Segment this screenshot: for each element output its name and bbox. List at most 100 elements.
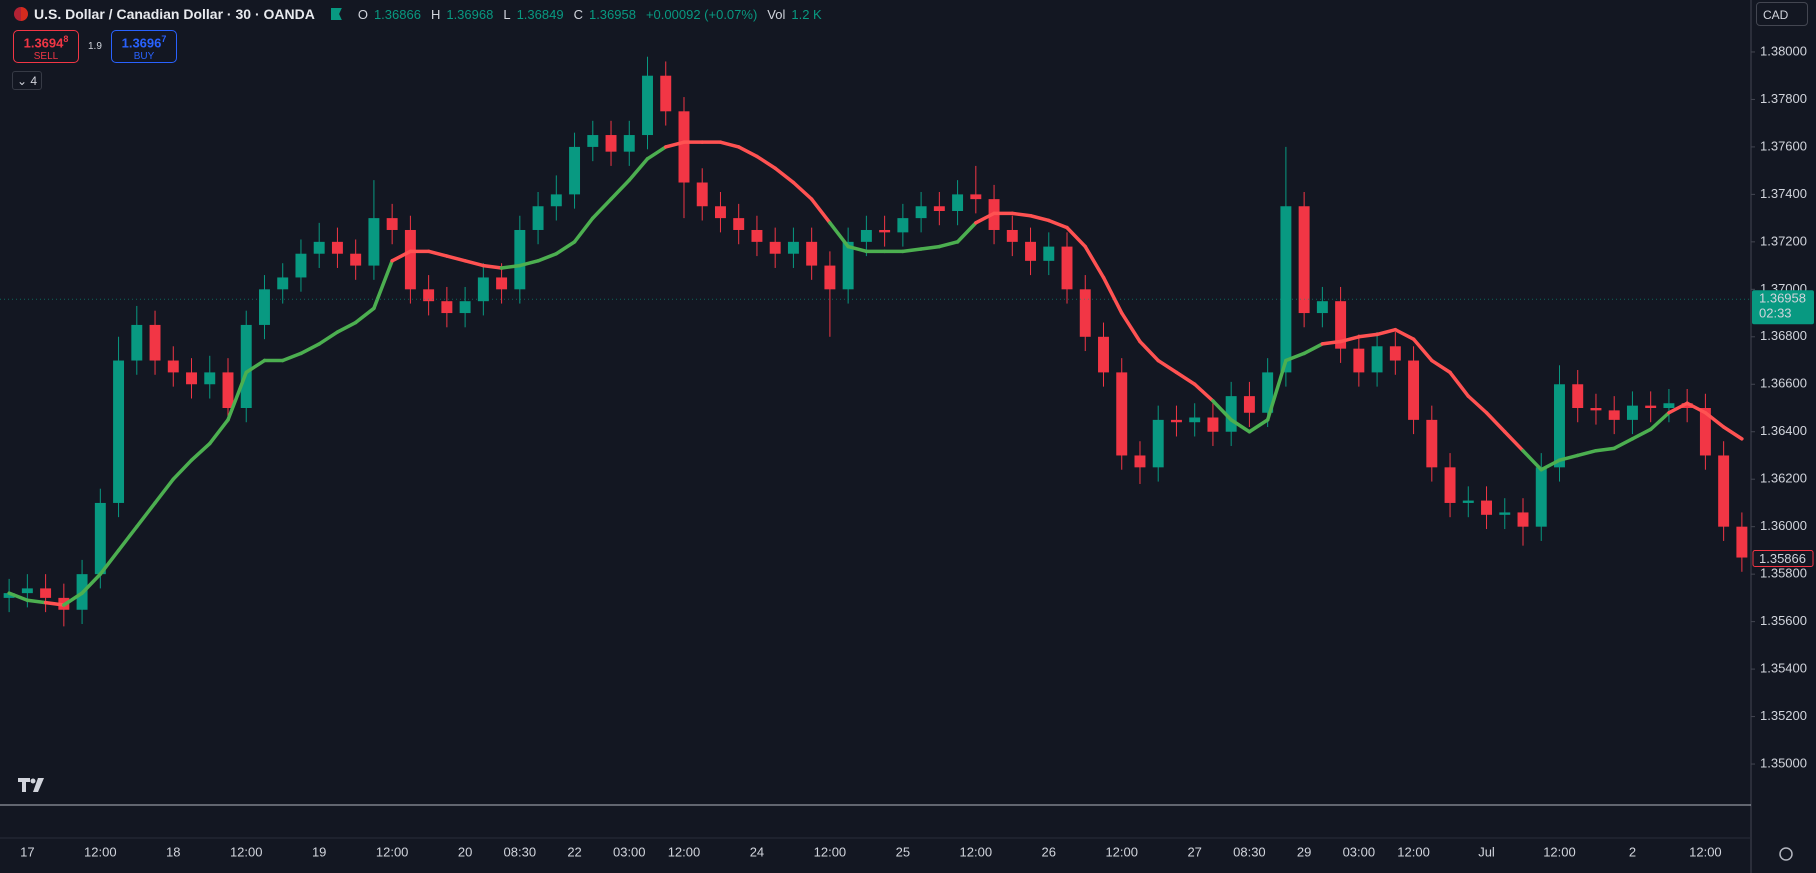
- ohlc-value: 1.36866: [373, 6, 421, 22]
- tv-logo: [18, 778, 44, 792]
- candle-body: [404, 229, 416, 290]
- candle-body: [1572, 384, 1584, 408]
- overlay-segment: [1430, 358, 1452, 375]
- overlay-segment: [755, 154, 777, 171]
- candle-body: [94, 502, 106, 575]
- buy-button[interactable]: 1.36967 BUY: [111, 30, 177, 63]
- ohlc-key: L: [503, 6, 511, 22]
- candle-body: [1061, 246, 1073, 290]
- y-tick-label: 1.36800: [1760, 328, 1807, 343]
- candle-body: [350, 253, 362, 266]
- x-tick-label: 20: [458, 844, 472, 859]
- overlay-segment: [1083, 244, 1106, 280]
- candle-body: [1499, 512, 1511, 515]
- candle-body: [1025, 241, 1037, 261]
- x-tick-label: 26: [1042, 844, 1056, 859]
- overlay-segment: [1667, 401, 1689, 415]
- overlay-segment: [1557, 453, 1580, 462]
- candle-body: [386, 218, 398, 230]
- candle-body: [131, 324, 143, 361]
- overlay-segment: [353, 306, 376, 325]
- sell-button[interactable]: 1.36948 SELL: [13, 30, 79, 63]
- candle-body: [550, 194, 562, 207]
- candle-body: [3, 593, 15, 598]
- y-tick-label: 1.37800: [1760, 91, 1807, 106]
- y-tick-label: 1.35200: [1760, 708, 1807, 723]
- overlay-segment: [736, 145, 759, 159]
- overlay-segment: [1375, 327, 1398, 337]
- candle-body: [733, 218, 745, 230]
- overlay-segment: [481, 263, 504, 270]
- x-tick-label: 12:00: [1689, 844, 1722, 859]
- candle-body: [1699, 408, 1711, 456]
- candle-body: [1335, 301, 1347, 349]
- candle-body: [660, 75, 672, 112]
- overlay-segment: [43, 600, 66, 607]
- overlay-price-label: 1.35866: [1759, 551, 1806, 566]
- x-tick-label: 22: [567, 844, 581, 859]
- candle-body: [204, 372, 216, 385]
- overlay-segment: [901, 247, 923, 254]
- overlay-segment: [426, 249, 449, 258]
- x-tick-label: 19: [312, 844, 326, 859]
- overlay-segment: [663, 140, 686, 149]
- sell-price: 1.36948: [14, 34, 78, 50]
- candle-body: [1554, 384, 1565, 468]
- candle-body: [1189, 417, 1201, 423]
- candle-body: [1736, 526, 1748, 558]
- indicators-toggle[interactable]: ⌄ 4: [12, 71, 42, 90]
- x-tick-label: 24: [750, 844, 764, 859]
- symbol-title[interactable]: U.S. Dollar / Canadian Dollar · 30 · OAN…: [34, 6, 315, 22]
- x-tick-label: 03:00: [1343, 844, 1376, 859]
- candle-body: [1444, 467, 1456, 503]
- settings-icon[interactable]: [1779, 847, 1793, 861]
- y-tick-label: 1.35400: [1760, 661, 1807, 676]
- overlay-segment: [80, 572, 103, 595]
- candle-body: [1371, 346, 1383, 373]
- candle-body: [1170, 419, 1182, 423]
- overlay-segment: [645, 145, 668, 161]
- overlay-segment: [1721, 425, 1744, 441]
- last-price-tag: [1752, 290, 1814, 325]
- candle-body: [1043, 246, 1055, 261]
- overlay-segment: [1411, 337, 1434, 363]
- overlay-segment: [445, 254, 467, 263]
- overlay-segment: [1338, 335, 1361, 344]
- candle-body: [714, 206, 726, 219]
- overlay-segment: [1448, 370, 1471, 398]
- candle-body: [678, 111, 690, 183]
- overlay-segment: [1247, 418, 1270, 434]
- currency-select[interactable]: CAD: [1756, 2, 1808, 26]
- candle-body: [1079, 289, 1091, 337]
- x-tick-label: Jul: [1478, 844, 1495, 859]
- overlay-segment: [572, 216, 595, 244]
- overlay-segment: [828, 221, 850, 249]
- overlay-segment: [463, 259, 486, 268]
- candle-body: [331, 241, 343, 254]
- overlay-segment: [226, 370, 248, 422]
- candle-body: [1134, 455, 1146, 468]
- x-tick-label: 2: [1629, 844, 1636, 859]
- x-tick-label: 12:00: [814, 844, 847, 859]
- candle-body: [1316, 301, 1328, 314]
- candle-body: [514, 229, 526, 290]
- flag-marker[interactable]: [330, 8, 342, 20]
- overlay-segment: [609, 178, 632, 201]
- candle-body: [933, 206, 945, 211]
- overlay-segment: [1320, 339, 1343, 346]
- candle-body: [1243, 396, 1255, 413]
- x-tick-label: 29: [1297, 844, 1311, 859]
- overlay-segment: [627, 157, 650, 182]
- candle-body: [1426, 419, 1438, 468]
- overlay-segment: [791, 180, 814, 201]
- overlay-segment: [536, 251, 559, 263]
- overlay-segment: [280, 351, 303, 363]
- candle-body: [587, 135, 599, 147]
- x-tick-label: 12:00: [1397, 844, 1430, 859]
- overlay-segment: [153, 477, 176, 505]
- currency: CAD: [1763, 8, 1789, 22]
- x-tick-label: 03:00: [613, 844, 646, 859]
- candle-body: [1353, 348, 1365, 373]
- x-tick-label: 12:00: [84, 844, 117, 859]
